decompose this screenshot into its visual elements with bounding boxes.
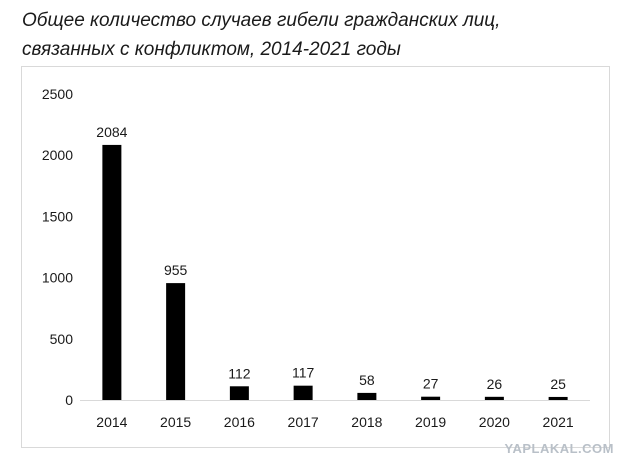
bar (229, 386, 249, 400)
x-tick-label: 2018 (351, 414, 382, 430)
x-tick-label: 2021 (543, 414, 574, 430)
bar (357, 392, 377, 400)
data-label: 27 (423, 376, 439, 392)
watermark: YAPLAKAL.COM (504, 441, 614, 456)
data-label: 58 (359, 372, 375, 388)
bar (293, 385, 313, 400)
chart-title: Общее количество случаев гибели гражданс… (22, 6, 622, 64)
y-tick-label: 1500 (42, 208, 73, 224)
data-label: 112 (228, 365, 251, 381)
bar (421, 396, 441, 400)
bar (548, 396, 568, 400)
x-tick-label: 2017 (288, 414, 319, 430)
x-tick-label: 2014 (96, 414, 127, 430)
x-tick-label: 2015 (160, 414, 191, 430)
y-tick-label: 0 (65, 392, 73, 408)
data-label: 955 (164, 262, 188, 278)
data-label: 25 (550, 376, 566, 392)
y-tick-label: 500 (50, 331, 74, 347)
x-tick-label: 2019 (415, 414, 446, 430)
chart-title-line-2: связанных с конфликтом, 2014-2021 годы (22, 39, 401, 60)
chart-title-line-1: Общее количество случаев гибели гражданс… (22, 10, 501, 31)
data-label: 2084 (96, 124, 127, 140)
y-tick-label: 2000 (42, 147, 73, 163)
y-tick-label: 2500 (42, 86, 73, 102)
y-tick-label: 1000 (42, 270, 73, 286)
bar (102, 144, 122, 400)
data-label: 26 (487, 376, 503, 392)
x-tick-label: 2020 (479, 414, 510, 430)
bar (484, 396, 504, 400)
bar (166, 283, 186, 400)
chart-frame (21, 66, 610, 448)
data-label: 117 (292, 365, 315, 381)
x-tick-label: 2016 (224, 414, 255, 430)
